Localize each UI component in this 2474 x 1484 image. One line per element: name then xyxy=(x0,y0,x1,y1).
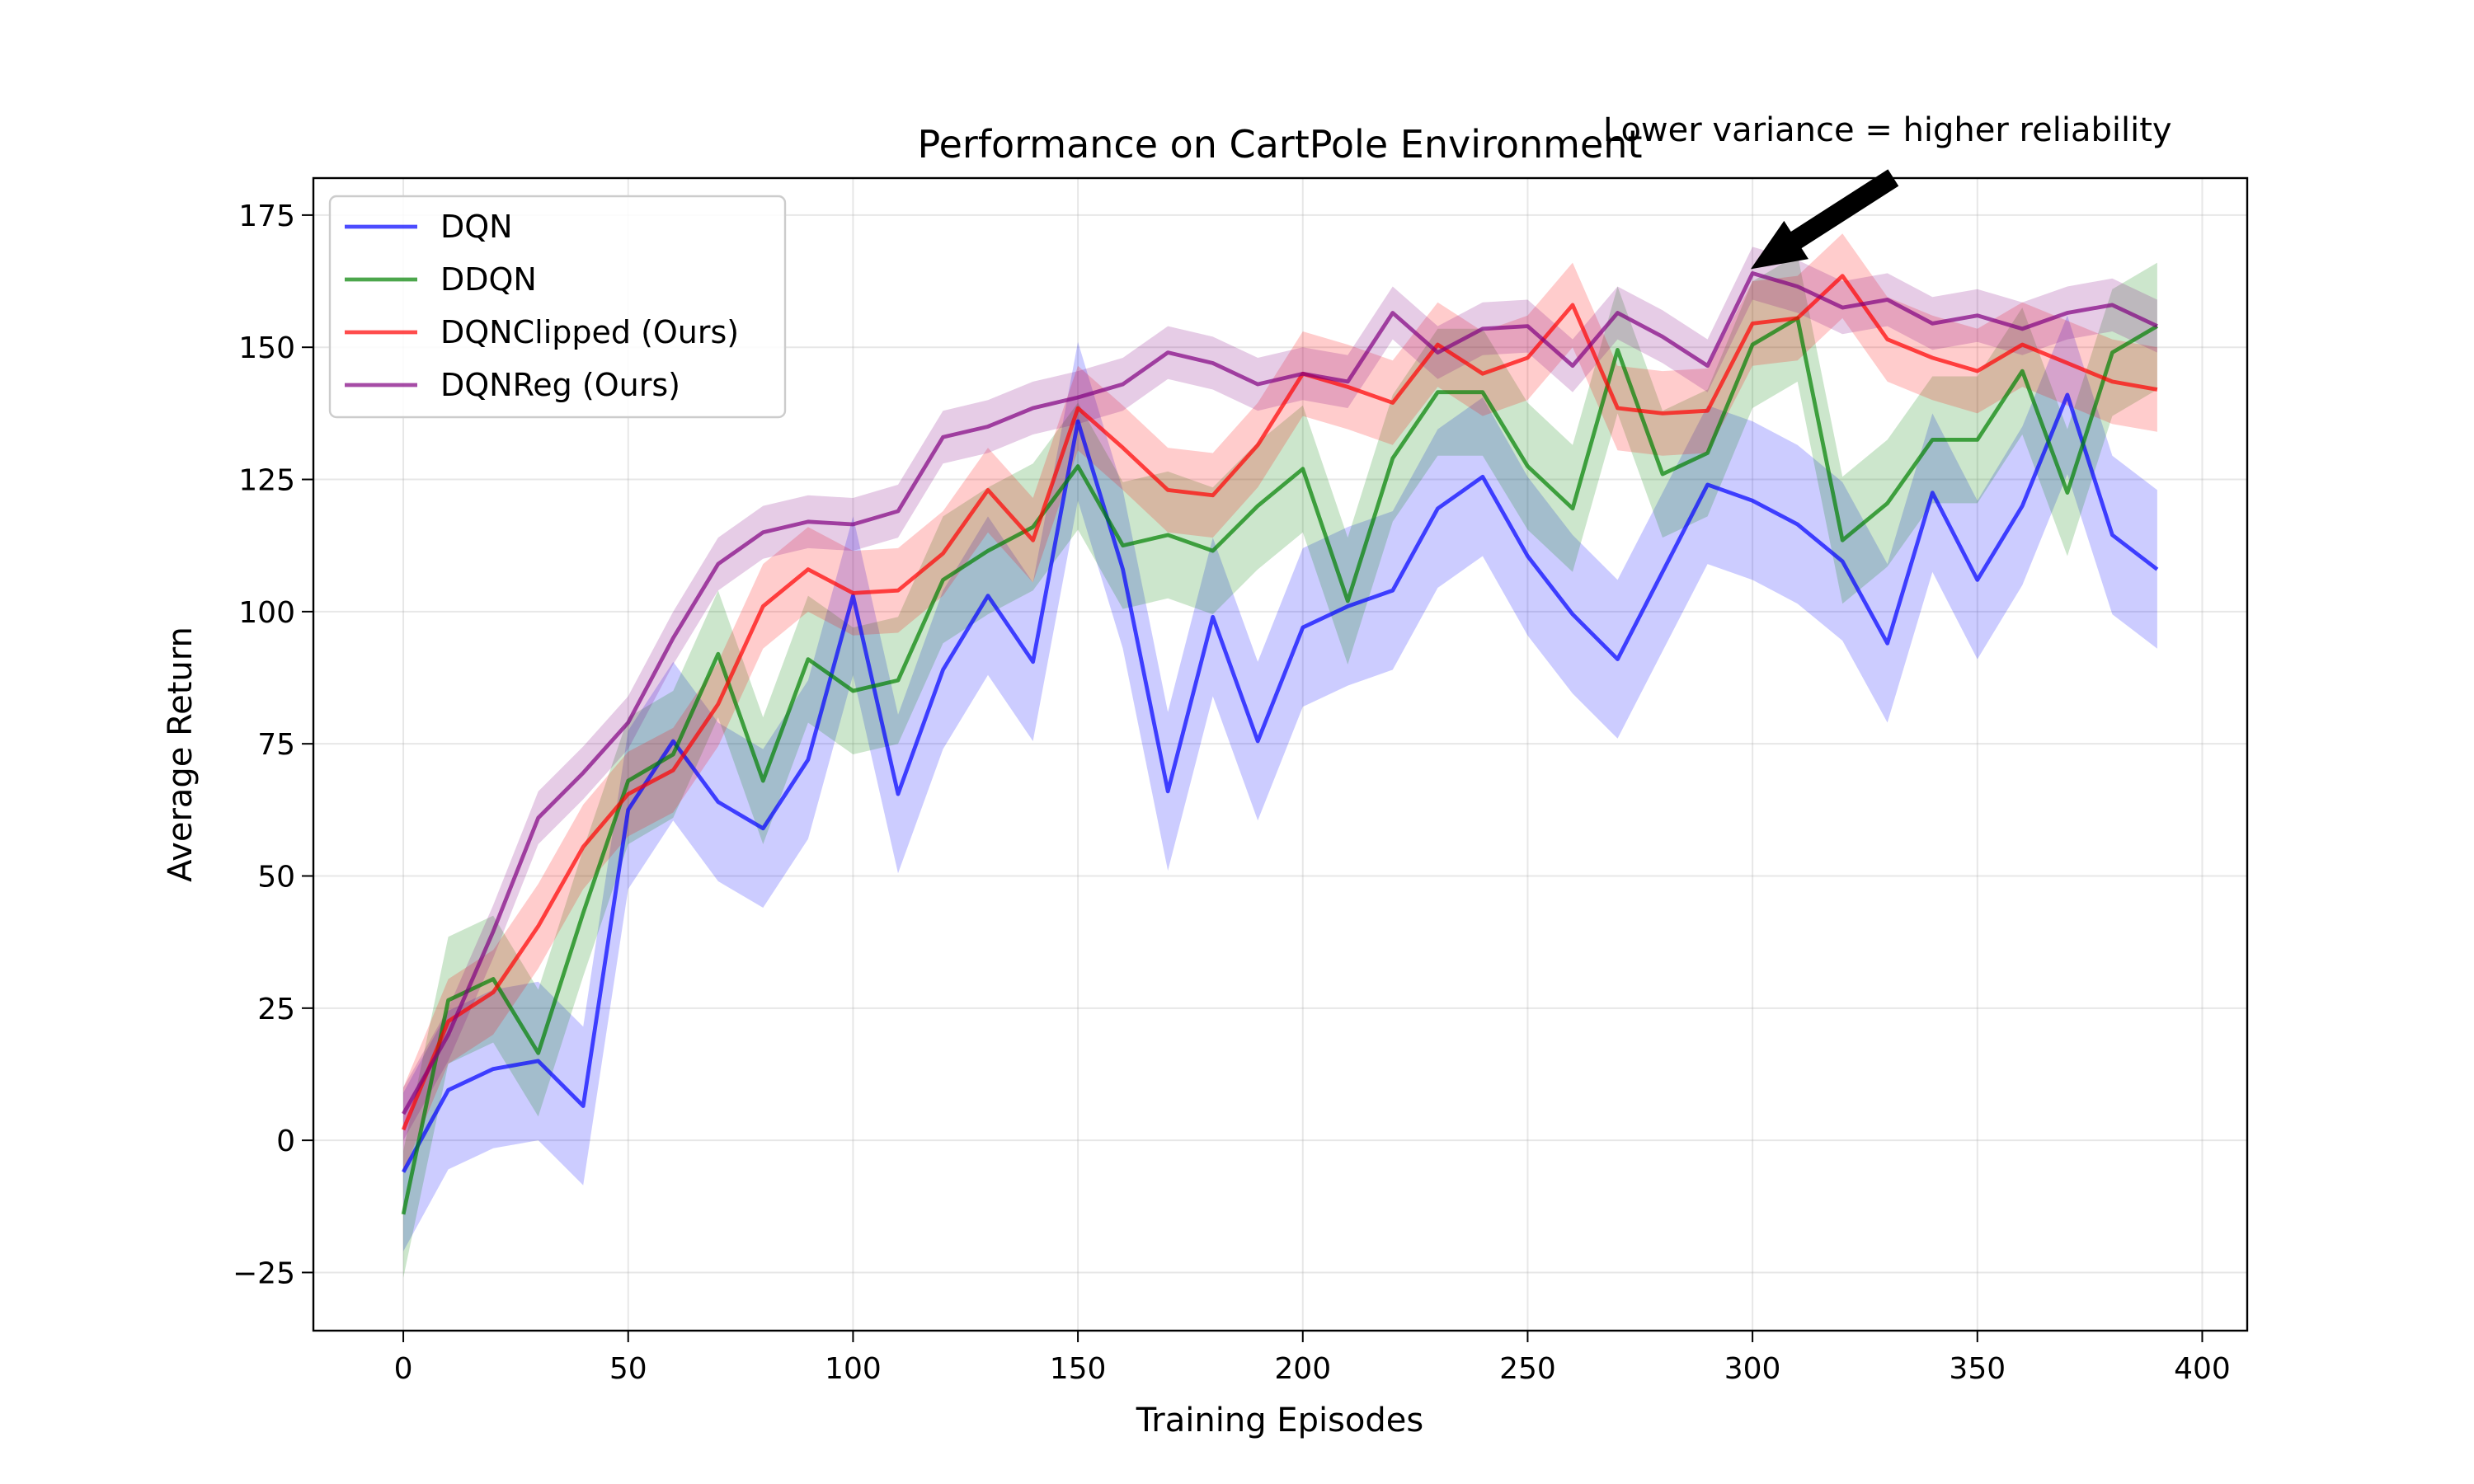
x-tick-label: 0 xyxy=(394,1352,413,1386)
x-tick-label: 150 xyxy=(1050,1352,1107,1386)
legend-box xyxy=(328,195,787,419)
dqnclipped-ours-band xyxy=(403,233,2157,1172)
x-tick-label: 50 xyxy=(609,1352,647,1386)
y-tick-label: 100 xyxy=(238,596,295,630)
x-tick-label: 300 xyxy=(1724,1352,1781,1386)
y-tick-label: −25 xyxy=(233,1256,295,1290)
axis-ticks: 0 50 100 150 200 250 300 350 400 −25 0 25 50 75 100 125… xyxy=(233,200,2231,1386)
annotation: Lower variance = higher reliability xyxy=(1603,111,2172,270)
ddqn-band xyxy=(403,255,2157,1278)
ddqn-line xyxy=(401,316,2159,1215)
dqnreg-ours-line xyxy=(402,270,2158,1115)
annotation-text: Lower variance = higher reliability xyxy=(1603,111,2172,149)
y-tick-label: 125 xyxy=(238,464,295,498)
x-tick-label: 200 xyxy=(1274,1352,1331,1386)
confidence-bands xyxy=(403,233,2157,1278)
chart-title: Performance on CartPole Environment xyxy=(918,122,1643,167)
legend-label-ddqn: DDQN xyxy=(440,261,537,298)
series-lines xyxy=(401,270,2159,1215)
dqnclipped-ours-line xyxy=(401,274,2158,1131)
y-tick-label: 150 xyxy=(238,331,295,365)
dqnreg-ours-band xyxy=(403,247,2157,1141)
y-axis-label: Average Return xyxy=(162,627,200,882)
y-tick-label: 75 xyxy=(257,728,295,762)
dqn-band xyxy=(403,315,2157,1252)
y-tick-label: 25 xyxy=(257,993,295,1026)
plot-frame xyxy=(312,176,2249,1332)
x-tick-label: 100 xyxy=(825,1352,882,1386)
y-tick-label: 50 xyxy=(257,860,295,894)
annotation-arrow xyxy=(1750,169,1899,270)
y-tick-label: 175 xyxy=(238,200,295,233)
x-axis-label: Training Episodes xyxy=(1136,1402,1423,1439)
x-tick-label: 350 xyxy=(1949,1352,2006,1386)
y-tick-label: 0 xyxy=(276,1125,295,1158)
legend-label-dqnclipped-ours: DQNClipped (Ours) xyxy=(440,314,739,350)
legend-label-dqnreg-ours: DQNReg (Ours) xyxy=(440,367,680,403)
legend-label-dqn: DQN xyxy=(440,209,513,245)
legend: DQN DDQN DQNClipped (Ours) DQNReg (Ours) xyxy=(328,195,787,419)
x-tick-label: 400 xyxy=(2174,1352,2231,1386)
dqn-line xyxy=(401,392,2159,1173)
x-tick-label: 250 xyxy=(1499,1352,1556,1386)
